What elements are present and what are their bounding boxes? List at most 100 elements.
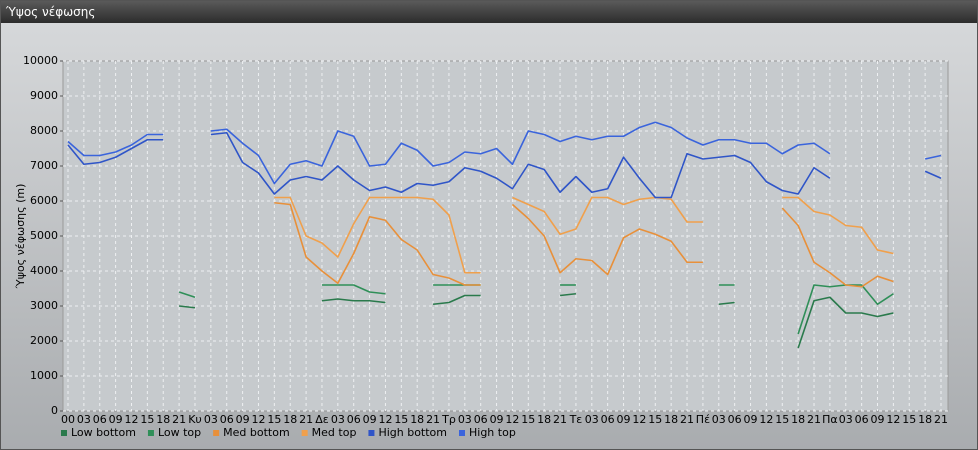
x-tick-label: 12 xyxy=(124,413,138,426)
x-tick-label: 12 xyxy=(505,413,519,426)
legend-label: Med top xyxy=(312,426,357,439)
x-tick-label: 03 xyxy=(331,413,345,426)
x-tick-label: 21 xyxy=(807,413,821,426)
y-tick-label: 6000 xyxy=(30,194,58,207)
x-tick-label: 15 xyxy=(902,413,916,426)
x-tick-label: Πέ xyxy=(696,413,710,426)
y-tick-label: 7000 xyxy=(30,159,58,172)
x-tick-label: 18 xyxy=(537,413,551,426)
y-tick-label: 2000 xyxy=(30,334,58,347)
series-line xyxy=(511,203,703,276)
series-line xyxy=(178,291,196,299)
x-tick-label: 06 xyxy=(220,413,234,426)
title-bar: Ύψος νέφωσης xyxy=(1,1,977,23)
x-tick-label: 03 xyxy=(839,413,853,426)
x-tick-label: 21 xyxy=(934,413,948,426)
series-line xyxy=(67,133,164,157)
x-tick-label: Κυ xyxy=(188,413,202,426)
series-line xyxy=(782,196,894,255)
x-tick-label: 21 xyxy=(299,413,313,426)
x-tick-label: 21 xyxy=(680,413,694,426)
x-tick-label: 12 xyxy=(632,413,646,426)
x-tick-label: 18 xyxy=(791,413,805,426)
x-tick-label: 09 xyxy=(744,413,758,426)
x-tick-label: 12 xyxy=(886,413,900,426)
x-tick-label: 06 xyxy=(347,413,361,426)
x-tick-label: 18 xyxy=(410,413,424,426)
x-tick-label: 15 xyxy=(267,413,281,426)
series-line xyxy=(924,154,942,160)
x-tick-label: 21 xyxy=(426,413,440,426)
legend-label: Med bottom xyxy=(223,426,290,439)
series-line xyxy=(210,121,831,185)
x-tick-label: 09 xyxy=(363,413,377,426)
series-line xyxy=(321,284,386,295)
y-tick-label: 5000 xyxy=(30,229,58,242)
x-tick-label: 15 xyxy=(775,413,789,426)
x-tick-label: 15 xyxy=(394,413,408,426)
x-tick-label: 06 xyxy=(855,413,869,426)
y-tick-label: 10000 xyxy=(23,54,58,67)
x-tick-label: Τε xyxy=(569,413,583,426)
series-line xyxy=(718,301,735,306)
x-tick-label: 15 xyxy=(648,413,662,426)
y-tick-label: 0 xyxy=(51,404,58,417)
x-tick-label: 09 xyxy=(871,413,885,426)
legend-label: Low top xyxy=(158,426,201,439)
legend-swatch xyxy=(147,430,154,436)
x-tick-label: 09 xyxy=(109,413,123,426)
x-tick-label: 12 xyxy=(378,413,392,426)
x-tick-label: 09 xyxy=(236,413,250,426)
legend-label: Low bottom xyxy=(71,426,136,439)
legend-swatch xyxy=(368,430,375,436)
x-tick-label: 15 xyxy=(140,413,154,426)
series-line xyxy=(321,298,386,304)
x-tick-label: 06 xyxy=(474,413,488,426)
x-tick-label: 09 xyxy=(617,413,631,426)
x-tick-label: 12 xyxy=(759,413,773,426)
y-axis-label: Ύψος νέφωσης (m) xyxy=(14,184,27,290)
y-tick-label: 8000 xyxy=(30,124,58,137)
x-tick-label: 18 xyxy=(664,413,678,426)
x-tick-label: 03 xyxy=(204,413,218,426)
legend-swatch xyxy=(301,430,308,436)
x-tick-label: 15 xyxy=(521,413,535,426)
series-line xyxy=(179,305,196,309)
x-tick-label: 18 xyxy=(156,413,170,426)
x-tick-label: 00 xyxy=(61,413,75,426)
x-tick-label: 06 xyxy=(93,413,107,426)
legend-swatch xyxy=(459,430,465,436)
series-line xyxy=(432,294,481,306)
series-line xyxy=(797,296,894,349)
x-tick-label: 03 xyxy=(77,413,91,426)
x-tick-label: Τρ xyxy=(441,413,456,426)
series-line xyxy=(67,138,164,166)
x-tick-label: 03 xyxy=(712,413,726,426)
x-tick-label: 03 xyxy=(585,413,599,426)
y-tick-label: 4000 xyxy=(30,264,58,277)
chart: Ύψος νέφωσης (m) 0 1000 2000 3000 4000 5000 60… xyxy=(14,54,949,439)
x-tick-label: 21 xyxy=(553,413,567,426)
y-tick-label: 3000 xyxy=(30,299,58,312)
series-line xyxy=(924,170,942,179)
x-tick-label: Πα xyxy=(822,413,838,426)
y-tick-label: 9000 xyxy=(30,89,58,102)
x-tick-label: 18 xyxy=(283,413,297,426)
x-tick-label: 03 xyxy=(458,413,472,426)
x-tick-label: 06 xyxy=(601,413,615,426)
x-tick-label: Δε xyxy=(315,413,329,426)
series-line xyxy=(512,196,703,236)
series-line xyxy=(274,201,481,286)
legend-label: High top xyxy=(469,426,516,439)
x-tick-label: 09 xyxy=(490,413,504,426)
x-tick-label: 21 xyxy=(172,413,186,426)
y-tick-label: 1000 xyxy=(30,369,58,382)
x-tick-label: 18 xyxy=(918,413,932,426)
series-line xyxy=(559,292,577,297)
series-line xyxy=(781,207,894,288)
series-line xyxy=(210,131,831,199)
series-line xyxy=(274,196,481,274)
legend-label: High bottom xyxy=(378,426,447,439)
legend-swatch xyxy=(61,430,67,436)
